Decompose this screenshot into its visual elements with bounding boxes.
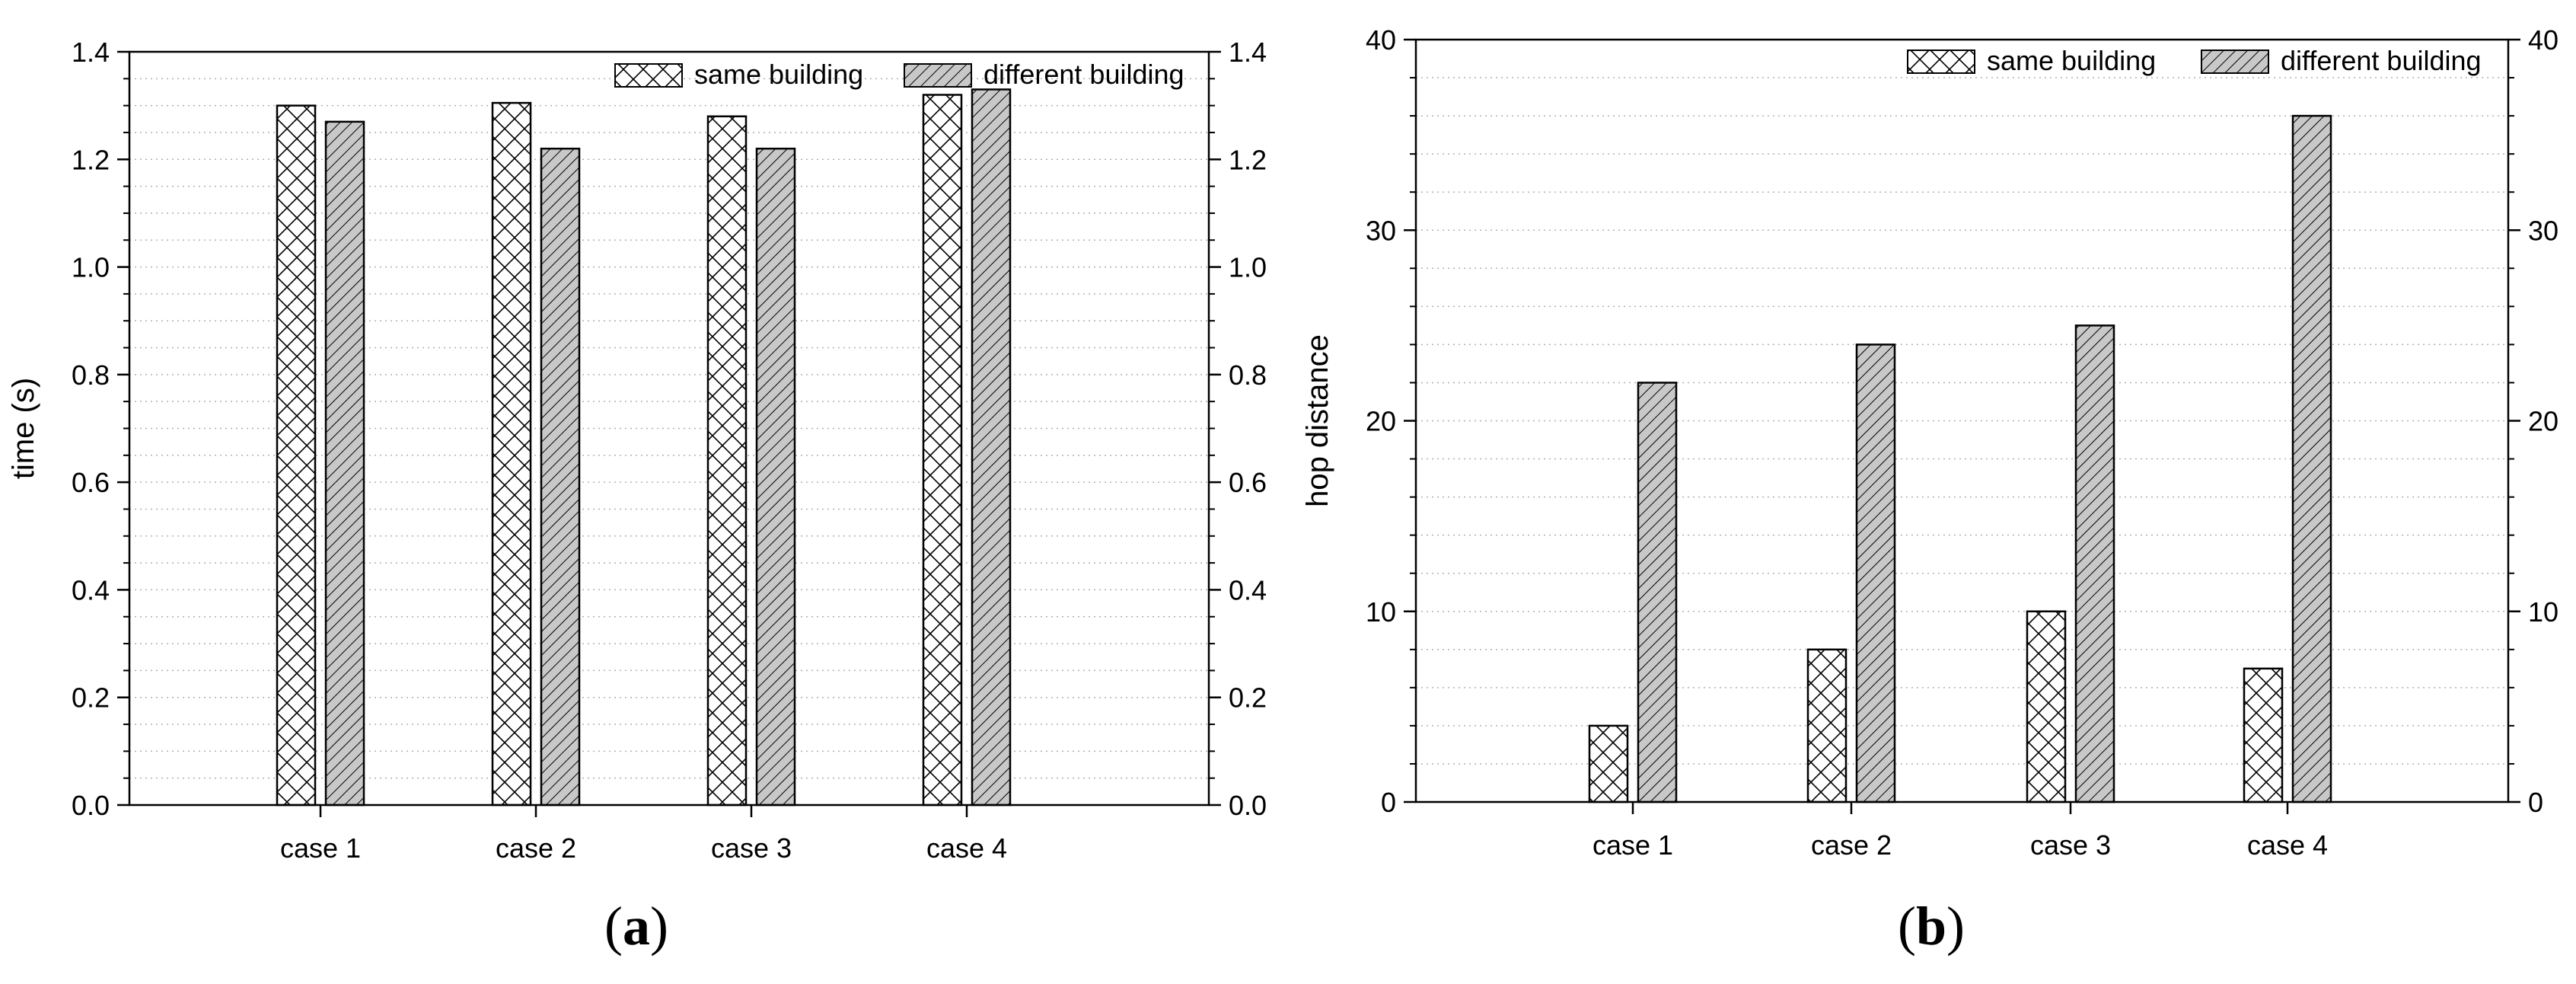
y-tick-label-left: 30 xyxy=(1366,215,1396,246)
bar-different-building-2 xyxy=(540,147,581,807)
bar-same-building-1 xyxy=(1588,724,1629,803)
y-tick-label-left: 0.4 xyxy=(72,574,110,605)
x-tick-label: case 3 xyxy=(711,832,792,864)
grid-lines xyxy=(1416,77,2508,765)
bar-same-building-2 xyxy=(491,101,532,807)
bar-same-building-3 xyxy=(706,115,748,807)
legend-swatch-different-building xyxy=(2201,50,2269,74)
y-tick-label-right: 0.8 xyxy=(1229,359,1267,391)
bar-different-building-2 xyxy=(1855,343,1896,803)
y-axis-label: hop distance xyxy=(1301,334,1334,507)
x-tick-label: case 2 xyxy=(1811,829,1892,861)
legend-label-different-building: different building xyxy=(984,59,1184,90)
y-tick-label-right: 0.6 xyxy=(1229,467,1267,498)
y-tick-label-left: 1.0 xyxy=(72,252,110,283)
legend-label-same-building: same building xyxy=(694,59,863,90)
y-tick-label-right: 1.0 xyxy=(1229,252,1267,283)
y-tick-label-right: 10 xyxy=(2528,596,2558,628)
chart-panel-a: 0.0 0.0 0.2 0.2 0.4 0.4 0.6 0.6 0.8 0.8 1.0 1.0 1.2 1… xyxy=(7,37,1267,957)
legend-swatch-same-building xyxy=(614,63,683,88)
bar-different-building-4 xyxy=(2291,114,2332,803)
y-tick-label-left: 0 xyxy=(1381,787,1396,818)
legend-label-same-building: same building xyxy=(1987,45,2156,76)
y-tick-label-left: 40 xyxy=(1366,24,1396,56)
y-axis-label: time (s) xyxy=(7,378,40,479)
y-tick-label-right: 1.2 xyxy=(1229,144,1267,175)
y-tick-label-right: 1.4 xyxy=(1229,37,1267,68)
panel-label: (b) xyxy=(1898,896,1965,957)
y-tick-label-left: 10 xyxy=(1366,596,1396,628)
bar-different-building-4 xyxy=(971,88,1012,807)
x-tick-label: case 1 xyxy=(1592,829,1673,861)
y-tick-label-left: 1.2 xyxy=(72,144,110,175)
panel-label: (a) xyxy=(604,896,668,957)
y-tick-label-right: 20 xyxy=(2528,406,2558,437)
y-tick-label-right: 0.2 xyxy=(1229,682,1267,714)
bar-same-building-1 xyxy=(276,104,317,807)
bar-different-building-3 xyxy=(2074,324,2115,803)
y-tick-label-right: 30 xyxy=(2528,215,2558,246)
y-tick-label-right: 0.0 xyxy=(1229,790,1267,821)
y-tick-label-left: 0.0 xyxy=(72,790,110,821)
y-tick-label-left: 1.4 xyxy=(72,37,110,68)
y-tick-label-left: 0.8 xyxy=(72,359,110,391)
x-tick-label: case 4 xyxy=(926,832,1007,864)
chart-panel-b: 0 0 10 10 20 20 30 30 40 40 case 1 case 2 case 3 case… xyxy=(1301,24,2558,957)
bar-same-building-2 xyxy=(1806,648,1848,803)
y-tick-label-left: 0.2 xyxy=(72,682,110,714)
bar-different-building-1 xyxy=(324,120,365,807)
x-tick-label: case 2 xyxy=(496,832,576,864)
legend-swatch-same-building xyxy=(1907,50,1975,74)
legend-label-different-building: different building xyxy=(2281,45,2482,76)
y-tick-label-left: 20 xyxy=(1366,406,1396,437)
x-tick-label: case 3 xyxy=(2030,829,2111,861)
y-tick-label-right: 40 xyxy=(2528,24,2558,56)
bar-different-building-1 xyxy=(1637,382,1678,803)
bar-same-building-4 xyxy=(922,94,963,807)
bar-different-building-3 xyxy=(755,147,796,807)
x-tick-label: case 4 xyxy=(2247,829,2328,861)
legend-swatch-different-building xyxy=(904,63,972,88)
x-tick-label: case 1 xyxy=(280,832,361,864)
grid-lines xyxy=(129,78,1209,779)
bar-same-building-4 xyxy=(2243,667,2284,803)
y-tick-label-left: 0.6 xyxy=(72,467,110,498)
y-tick-label-right: 0 xyxy=(2528,787,2543,818)
y-tick-label-right: 0.4 xyxy=(1229,574,1267,605)
bar-same-building-3 xyxy=(2026,610,2067,803)
